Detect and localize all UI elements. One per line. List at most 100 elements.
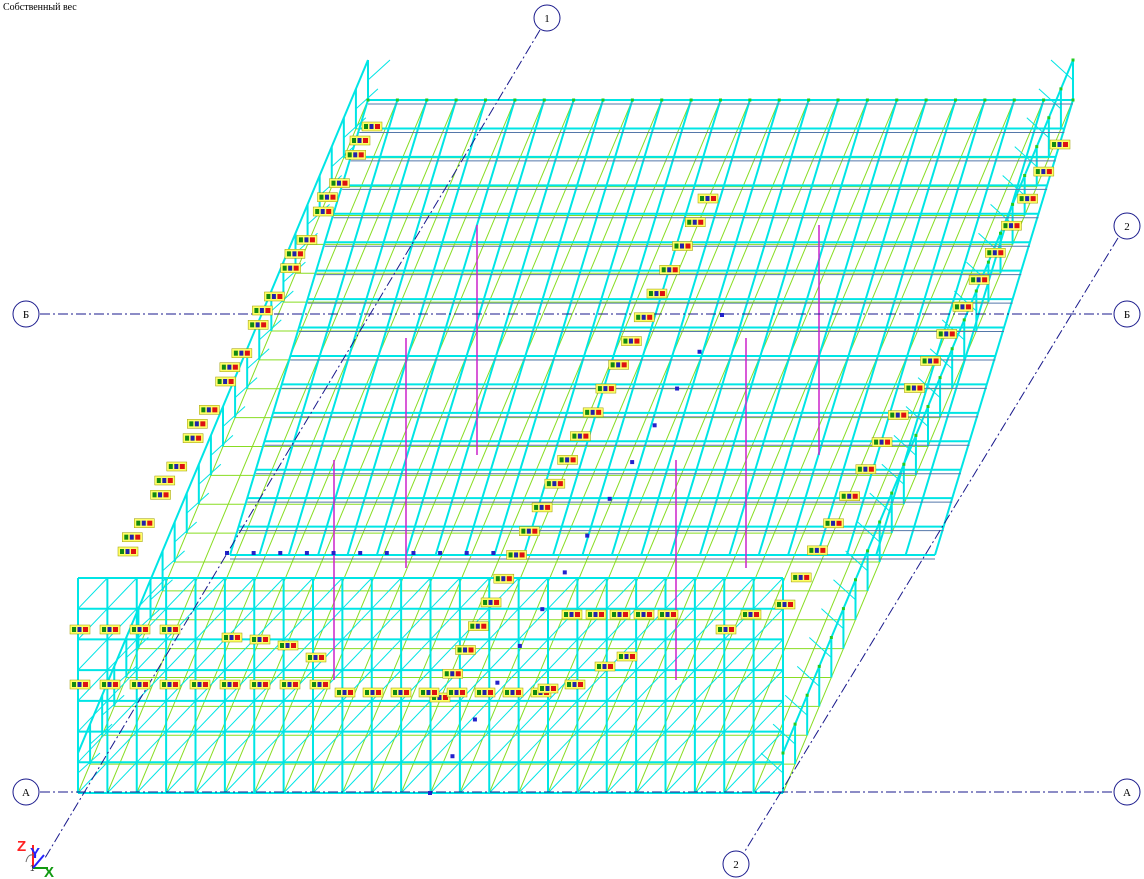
load-tag [697, 193, 719, 204]
load-tag [871, 437, 893, 447]
load-tag [69, 679, 91, 690]
load-tag [594, 661, 616, 672]
load-tag [329, 178, 350, 188]
load-tag [585, 609, 607, 620]
load-tag [920, 356, 941, 366]
load-tag [150, 490, 171, 500]
triad-number-label: 1 [30, 864, 35, 873]
load-tag [493, 573, 515, 584]
triad-z-label: Z [17, 838, 26, 855]
load-tag [502, 687, 524, 698]
load-tag [284, 249, 306, 259]
load-tag [99, 679, 121, 690]
axis-marker-label: 2 [1124, 221, 1130, 233]
load-tag [582, 407, 604, 418]
triad-x-label: X [44, 864, 54, 879]
load-tags [69, 121, 1071, 703]
load-tag [468, 621, 489, 631]
axis-marker-2-bottom[interactable]: 2 [722, 850, 750, 878]
load-tag [154, 475, 176, 486]
load-tag [633, 609, 655, 620]
load-tag [249, 634, 271, 645]
load-tag [659, 265, 680, 275]
load-tag [129, 624, 151, 635]
nodes [366, 58, 1075, 755]
load-tag [740, 609, 762, 620]
load-tag [823, 518, 844, 529]
load-tag [557, 455, 578, 465]
load-tag [1001, 220, 1022, 231]
load-tag [1049, 139, 1071, 150]
load-tag [159, 624, 181, 635]
load-tag [474, 687, 496, 698]
coordinate-triad-icon: Z Y X 1 [17, 838, 54, 879]
axis-marker-1[interactable]: 1 [533, 4, 561, 32]
load-tag [952, 302, 974, 312]
load-tag [442, 668, 464, 679]
load-tag [657, 609, 679, 620]
load-tag [221, 632, 243, 643]
load-tag [968, 275, 990, 285]
load-tag [187, 419, 208, 429]
load-tag [506, 550, 527, 560]
load-tag [855, 464, 877, 474]
load-tag [117, 546, 139, 557]
load-tag [455, 645, 476, 655]
load-tag [249, 679, 271, 690]
load-tag [345, 150, 366, 160]
axis-marker-2-top[interactable]: 2 [1113, 212, 1141, 240]
load-tag [839, 491, 860, 502]
load-tag [317, 192, 338, 202]
axis-marker-a-left[interactable]: А [12, 778, 40, 806]
load-tag [247, 320, 269, 330]
load-tag [219, 679, 241, 690]
load-tag [219, 362, 241, 372]
load-tag [570, 431, 591, 441]
axis-marker-label: 2 [733, 859, 739, 871]
load-tag [616, 651, 638, 662]
load-tag [672, 241, 693, 251]
axis-marker-label: А [22, 787, 30, 799]
structure-model [77, 58, 1075, 795]
load-tag [646, 288, 668, 299]
load-tag [807, 545, 828, 556]
load-tag [609, 609, 631, 620]
load-tag [621, 336, 642, 346]
load-tag [349, 135, 371, 146]
load-tag [252, 305, 273, 316]
load-tag [280, 263, 301, 273]
axis-marker-a-right[interactable]: А [1113, 778, 1141, 806]
load-tag [544, 478, 566, 489]
load-tag [129, 679, 151, 690]
axis-marker-label: А [1123, 787, 1131, 799]
columns [333, 225, 820, 680]
load-tag [215, 376, 236, 387]
load-tag [480, 597, 502, 608]
load-tag [537, 683, 559, 694]
load-tag [69, 624, 91, 635]
load-tag [1033, 166, 1055, 177]
load-tag [561, 609, 583, 620]
load-tag [361, 121, 383, 132]
load-tag [279, 679, 301, 690]
load-tag [633, 312, 655, 323]
load-tag [985, 247, 1006, 258]
axis-marker-label: Б [1124, 309, 1130, 321]
axis-marker-b-left[interactable]: Б [12, 300, 40, 328]
load-tag [531, 502, 553, 513]
load-tag [277, 640, 299, 651]
load-tag [264, 291, 285, 302]
load-tag [309, 679, 331, 690]
load-tag [166, 461, 188, 472]
load-tag [887, 410, 909, 420]
load-tag [334, 687, 356, 698]
axis-marker-label: Б [23, 309, 29, 321]
load-tag [774, 599, 796, 610]
load-tag [418, 687, 440, 698]
load-tag [429, 692, 451, 703]
triad-y-label: Y [30, 845, 40, 862]
load-tag [936, 329, 958, 339]
axis-marker-b-right[interactable]: Б [1113, 300, 1141, 328]
load-tag [231, 348, 253, 358]
